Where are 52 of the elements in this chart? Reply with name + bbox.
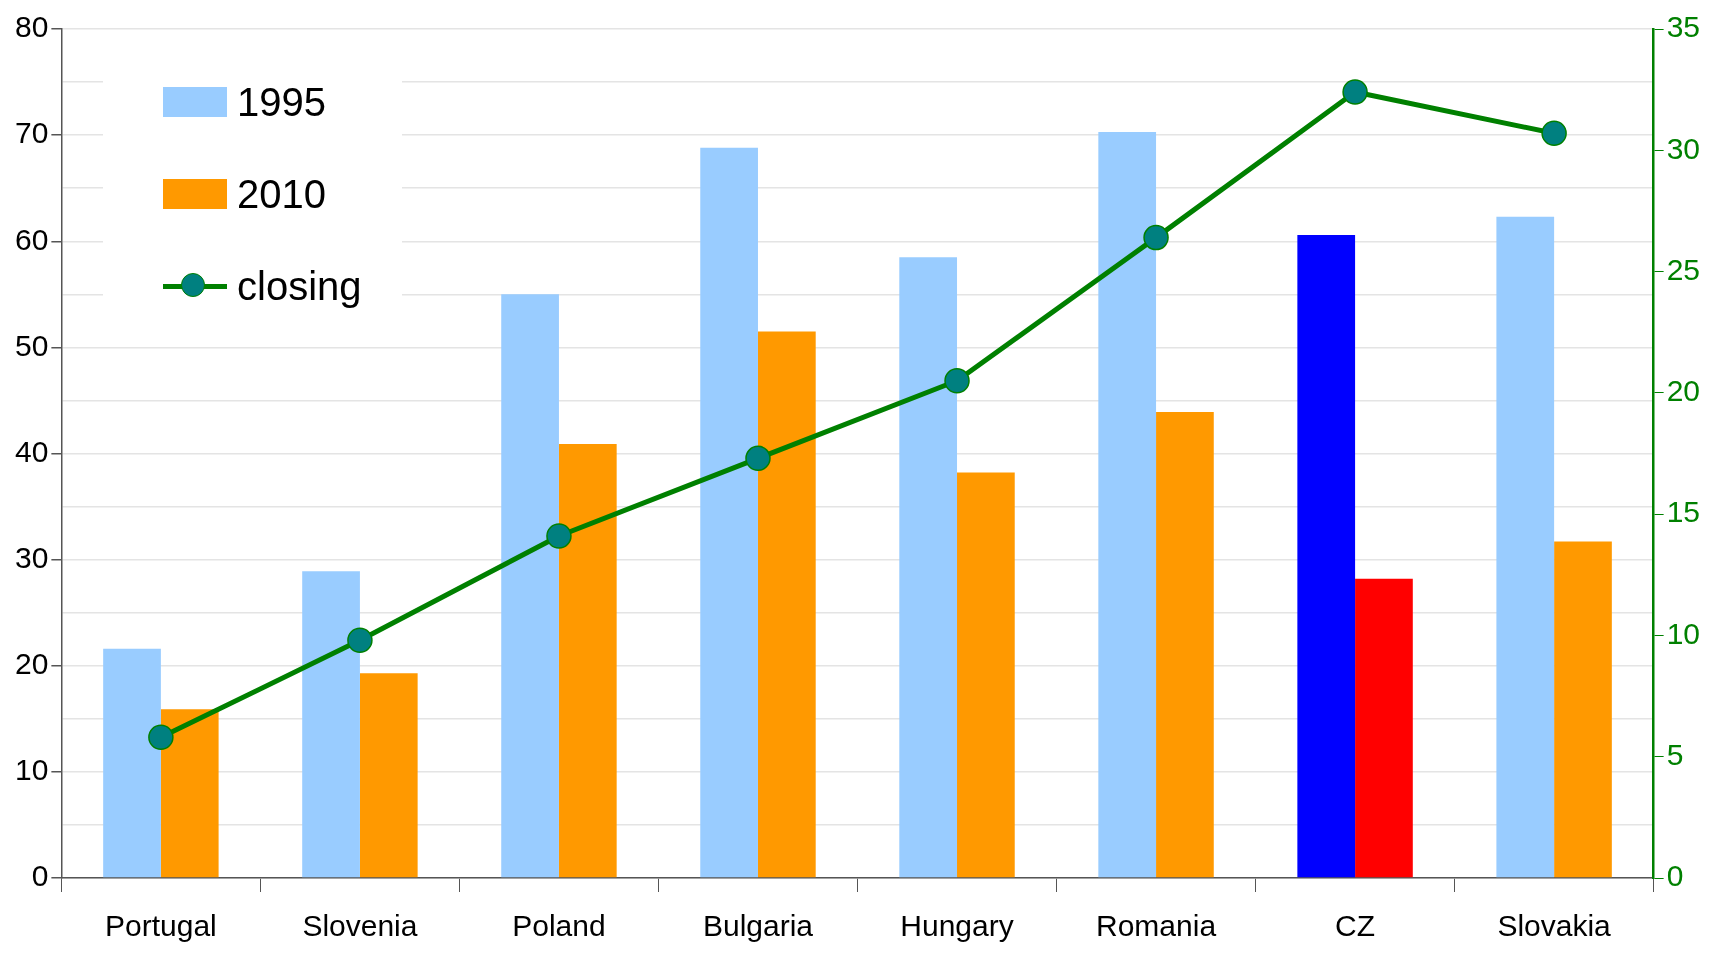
y-tick-label: 70 [14, 116, 49, 150]
bar [757, 331, 816, 878]
x-tick-label: Portugal [105, 909, 217, 943]
bar [359, 673, 418, 878]
y-tick-label: 40 [14, 434, 49, 468]
y-tick-label: 20 [14, 647, 49, 681]
y2-tick-label: 10 [1666, 616, 1701, 650]
x-tick-label: Slovenia [302, 909, 418, 943]
y-tick-label: 60 [14, 222, 49, 256]
bar [957, 472, 1015, 878]
point [745, 445, 771, 472]
y-tick-label: 30 [14, 540, 49, 574]
point [347, 627, 373, 654]
bar [1098, 131, 1157, 878]
bar [700, 147, 758, 878]
y-tick-label: 80 [14, 10, 49, 44]
point [1541, 120, 1567, 147]
bar [1156, 412, 1214, 878]
bar [160, 709, 219, 878]
y-tick-label: 10 [14, 753, 49, 787]
point [944, 367, 970, 394]
point [148, 724, 174, 751]
y-tick-label: 50 [14, 328, 49, 362]
y2-tick-label: 5 [1666, 737, 1684, 771]
y2-tick-label: 30 [1666, 131, 1701, 165]
bar [1496, 216, 1555, 878]
y2-tick-label: 15 [1666, 495, 1701, 529]
point [1143, 224, 1169, 251]
bar [302, 571, 360, 878]
y2-tick-label: 35 [1666, 10, 1701, 44]
bar [1554, 541, 1612, 878]
y2-tick-label: 20 [1666, 374, 1701, 408]
bar [558, 443, 617, 878]
bar [1355, 578, 1413, 878]
bar [1297, 234, 1356, 878]
bar [103, 648, 161, 878]
y2-tick-label: 0 [1666, 859, 1684, 893]
bar [501, 294, 559, 878]
point [1342, 79, 1368, 105]
y2-tick-label: 25 [1666, 252, 1701, 286]
x-tick-label: Slovakia [1497, 909, 1612, 943]
y-tick-label: 0 [31, 859, 49, 893]
x-tick-label: Hungary [900, 909, 1014, 943]
x-tick-label: Romania [1096, 909, 1217, 943]
x-tick-label: CZ [1335, 909, 1376, 943]
bar [899, 257, 958, 878]
point [546, 523, 572, 549]
legend-label: 2010 [237, 171, 326, 217]
legend-label: 1995 [237, 79, 326, 125]
x-tick-label: Bulgaria [702, 909, 814, 943]
x-tick-label: Poland [512, 909, 606, 943]
legend-label: closing [237, 263, 362, 309]
